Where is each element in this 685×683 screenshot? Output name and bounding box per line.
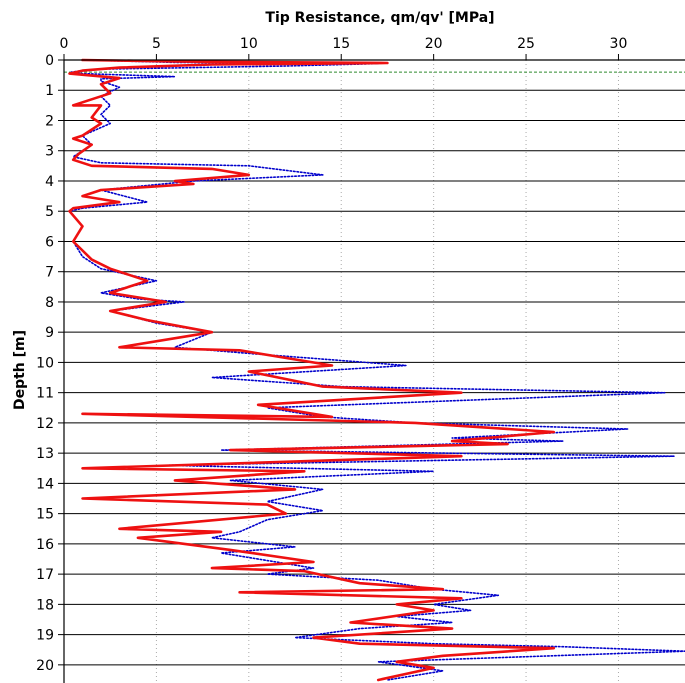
y-tick-label: 18 [36,597,54,613]
x-axis-title: Tip Resistance, qm/qv' [MPa] [265,10,494,26]
y-tick-label: 20 [36,658,54,674]
series-line-2 [68,58,556,682]
x-tick-label: 25 [517,36,535,52]
x-tick-label: 5 [152,36,161,52]
y-tick-label: 14 [36,476,54,492]
y-tick-label: 1 [45,83,54,99]
y-tick-label: 7 [45,265,54,281]
y-tick-label: 15 [36,507,54,523]
axes [63,59,685,683]
x-tick-label: 20 [425,36,443,52]
y-tick-label: 13 [36,446,54,462]
y-tick-label: 4 [45,174,54,190]
x-tick-label: 0 [60,36,69,52]
y-tick-label: 19 [36,628,54,644]
x-tick-label: 10 [240,36,258,52]
y-tick-label: 6 [45,234,54,250]
y-tick-label: 3 [45,144,54,160]
y-axis-title: Depth [m] [12,330,28,410]
y-tick-label: 9 [45,325,54,341]
y-tick-label: 8 [45,295,54,311]
y-tick-label: 5 [45,204,54,220]
y-tick-label: 10 [36,355,54,371]
y-tick-label: 12 [36,416,54,432]
x-tick-labels: 0 5 10 15 20 25 30 [60,36,628,60]
y-tick-label: 16 [36,537,54,553]
x-tick-label: 30 [610,36,628,52]
y-tick-label: 2 [45,113,54,129]
series-layer [68,58,685,682]
y-tick-label: 17 [36,567,54,583]
y-tick-label: 11 [36,386,54,402]
x-tick-label: 15 [332,36,350,52]
y-tick-label: 0 [45,53,54,69]
